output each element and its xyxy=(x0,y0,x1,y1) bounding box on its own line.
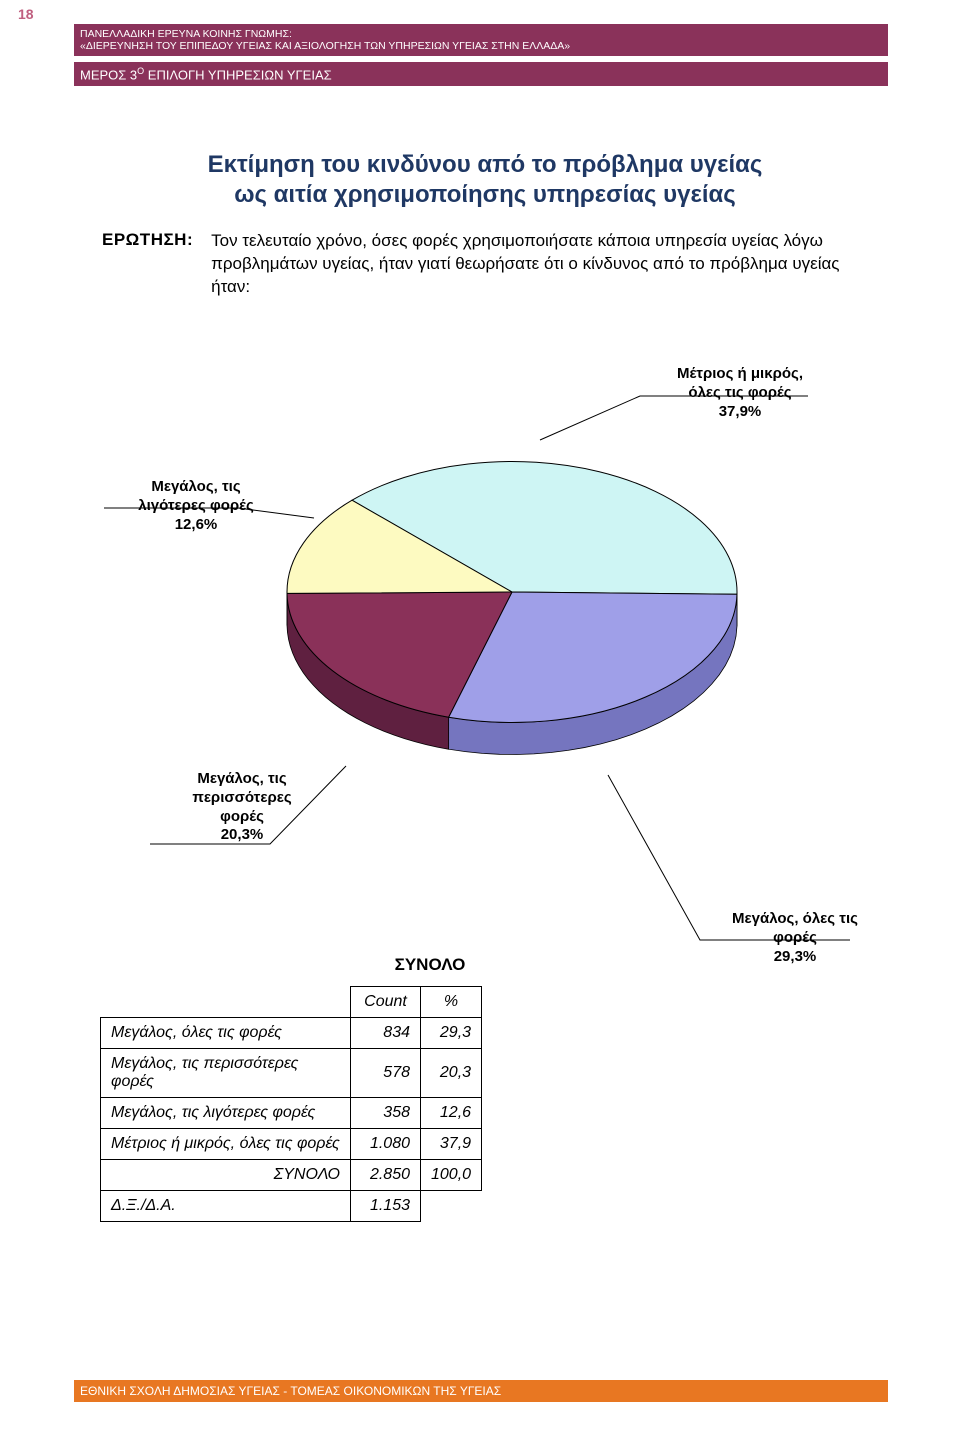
survey-question: ΕΡΩΤΗΣΗ: Τον τελευταίο χρόνο, όσες φορές… xyxy=(102,230,882,299)
table-row: Μεγάλος, όλες τις φορές83429,3 xyxy=(101,1018,482,1049)
pie-slice-label: Μεγάλος, όλες τιςφορές29,3% xyxy=(715,910,875,966)
table-row: Μεγάλος, τις περισσότερες φορές57820,3 xyxy=(101,1049,482,1098)
row-count: 1.153 xyxy=(351,1191,421,1222)
row-label: Μεγάλος, όλες τις φορές xyxy=(101,1018,351,1049)
question-text: Τον τελευταίο χρόνο, όσες φορές χρησιμοπ… xyxy=(211,230,882,299)
pie-chart xyxy=(260,352,764,872)
report-header-line2: «ΔΙΕΡΕΥΝΗΣΗ ΤΟΥ ΕΠΙΠΕΔΟΥ ΥΓΕΙΑΣ ΚΑΙ ΑΞΙΟ… xyxy=(80,40,882,52)
title-line1: Εκτίμηση του κινδύνου από το πρόβλημα υγ… xyxy=(175,150,795,180)
row-label: ΣΥΝΟΛΟ xyxy=(101,1160,351,1191)
pie-slice-label: Μεγάλος, τιςλιγότερες φορές12,6% xyxy=(116,478,276,534)
question-label: ΕΡΩΤΗΣΗ: xyxy=(102,230,193,299)
row-label: Μεγάλος, τις λιγότερες φορές xyxy=(101,1098,351,1129)
section-suffix: ΕΠΙΛΟΓΗ ΥΠΗΡΕΣΙΩΝ ΥΓΕΙΑΣ xyxy=(144,67,331,82)
table-row: ΣΥΝΟΛΟ2.850100,0 xyxy=(101,1160,482,1191)
row-count: 2.850 xyxy=(351,1160,421,1191)
section-prefix: ΜΕΡΟΣ 3 xyxy=(80,67,137,82)
report-header: ΠΑΝΕΛΛΑΔΙΚΗ ΕΡΕΥΝΑ ΚΟΙΝΗΣ ΓΝΩΜΗΣ: «ΔΙΕΡΕ… xyxy=(74,24,888,56)
row-count: 358 xyxy=(351,1098,421,1129)
row-label: Μεγάλος, τις περισσότερες φορές xyxy=(101,1049,351,1098)
row-count: 578 xyxy=(351,1049,421,1098)
row-label: Δ.Ξ./Δ.Α. xyxy=(101,1191,351,1222)
row-pct: 29,3 xyxy=(421,1018,482,1049)
page-number: 18 xyxy=(18,6,34,22)
row-pct: 100,0 xyxy=(421,1160,482,1191)
row-pct xyxy=(421,1191,482,1222)
col-count-header: Count xyxy=(351,987,421,1018)
report-section-header: ΜΕΡΟΣ 3Ο ΕΠΙΛΟΓΗ ΥΠΗΡΕΣΙΩΝ ΥΓΕΙΑΣ xyxy=(74,62,888,86)
row-count: 834 xyxy=(351,1018,421,1049)
row-count: 1.080 xyxy=(351,1129,421,1160)
row-pct: 20,3 xyxy=(421,1049,482,1098)
pie-slice-label: Μέτριος ή μικρός,όλες τις φορές37,9% xyxy=(660,365,820,421)
table-heading: ΣΥΝΟΛΟ xyxy=(360,955,500,975)
page-title: Εκτίμηση του κινδύνου από το πρόβλημα υγ… xyxy=(175,150,795,210)
table-row: Μέτριος ή μικρός, όλες τις φορές1.08037,… xyxy=(101,1129,482,1160)
summary-table: Count % Μεγάλος, όλες τις φορές83429,3Με… xyxy=(100,986,482,1222)
row-pct: 12,6 xyxy=(421,1098,482,1129)
row-label: Μέτριος ή μικρός, όλες τις φορές xyxy=(101,1129,351,1160)
title-line2: ως αιτία χρησιμοποίησης υπηρεσίας υγείας xyxy=(175,180,795,210)
pie-slice-label: Μεγάλος, τιςπερισσότερεςφορές20,3% xyxy=(162,770,322,845)
report-footer: ΕΘΝΙΚΗ ΣΧΟΛΗ ΔΗΜΟΣΙΑΣ ΥΓΕΙΑΣ - ΤΟΜΕΑΣ ΟΙ… xyxy=(74,1380,888,1402)
report-header-line1: ΠΑΝΕΛΛΑΔΙΚΗ ΕΡΕΥΝΑ ΚΟΙΝΗΣ ΓΝΩΜΗΣ: xyxy=(80,28,882,40)
document-page: 18 ΠΑΝΕΛΛΑΔΙΚΗ ΕΡΕΥΝΑ ΚΟΙΝΗΣ ΓΝΩΜΗΣ: «ΔΙ… xyxy=(0,0,960,1432)
table-row: Μεγάλος, τις λιγότερες φορές35812,6 xyxy=(101,1098,482,1129)
row-pct: 37,9 xyxy=(421,1129,482,1160)
table-row: Δ.Ξ./Δ.Α.1.153 xyxy=(101,1191,482,1222)
col-pct-header: % xyxy=(421,987,482,1018)
